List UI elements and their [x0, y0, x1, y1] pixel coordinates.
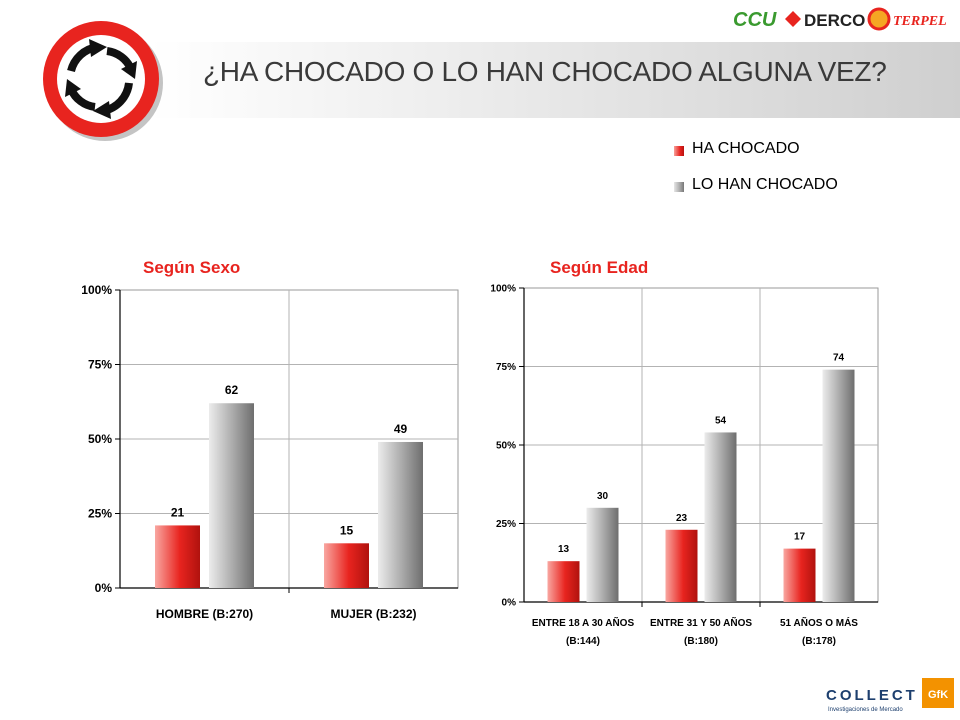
- page-title: ¿HA CHOCADO O LO HAN CHOCADO ALGUNA VEZ?: [203, 56, 887, 87]
- data-label: 23: [676, 513, 688, 524]
- collect-logo: COLLECT Investigaciones de Mercado GfK: [826, 678, 954, 713]
- brand-logos: CCU DERCO TERPEL: [733, 7, 947, 31]
- bar-lo-han-chocado: [209, 403, 254, 588]
- data-label: 21: [171, 505, 185, 519]
- x-tick-label: MUJER (B:232): [330, 607, 416, 621]
- y-tick-label: 75%: [496, 362, 516, 373]
- y-tick-label: 25%: [88, 507, 112, 521]
- collect-logo-text: COLLECT: [826, 687, 918, 704]
- legend-swatch-lo-han-chocado: [674, 182, 684, 192]
- legend-label: HA CHOCADO: [692, 140, 800, 157]
- bar-ha-chocado: [547, 561, 580, 602]
- brand-derco: DERCO: [804, 11, 865, 30]
- y-tick-label: 75%: [88, 358, 112, 372]
- y-tick-label: 100%: [490, 284, 516, 295]
- data-label: 74: [833, 353, 845, 364]
- brand-ccu: CCU: [733, 9, 777, 31]
- bar-lo-han-chocado: [378, 441, 423, 588]
- brand-terpel: TERPEL: [893, 14, 947, 29]
- data-label: 54: [715, 415, 727, 426]
- y-tick-label: 0%: [502, 598, 517, 609]
- data-label: 30: [597, 491, 609, 502]
- chart-title-sexo: Según Sexo: [143, 258, 241, 277]
- bar-lo-han-chocado: [704, 432, 737, 602]
- legend-label: LO HAN CHOCADO: [692, 176, 838, 193]
- terpel-sun-icon: [867, 7, 891, 31]
- collect-logo-subtitle: Investigaciones de Mercado: [828, 707, 903, 713]
- bar-ha-chocado: [155, 525, 200, 588]
- bar-lo-han-chocado: [586, 507, 619, 602]
- bar-ha-chocado: [665, 529, 698, 602]
- data-label: 17: [794, 532, 806, 543]
- roundabout-sign-icon: [43, 21, 163, 141]
- data-label: 13: [558, 544, 570, 555]
- y-tick-label: 50%: [88, 432, 112, 446]
- chart-edad: 0% 25% 50% 75% 100% 13 30 ENTRE 18 A 30 AÑOS (B:…: [490, 284, 879, 647]
- data-label: 49: [394, 422, 408, 436]
- y-tick-label: 25%: [496, 519, 516, 530]
- x-tick-label: 51 AÑOS O MÁS: [780, 616, 858, 629]
- y-tick-label: 0%: [95, 581, 113, 595]
- legend-swatch-ha-chocado: [674, 146, 684, 156]
- header-band: [150, 42, 960, 118]
- chart-title-edad: Según Edad: [550, 258, 649, 277]
- bar-ha-chocado: [324, 543, 369, 588]
- data-label: 15: [340, 523, 354, 537]
- x-tick-label: (B:180): [684, 636, 718, 647]
- chart-sexo: 0% 25% 50% 75% 100% 21 62 HOMBRE (B:270) 15 49 MUJ…: [81, 283, 459, 621]
- x-tick-label: ENTRE 31 Y 50 AÑOS: [650, 616, 752, 629]
- data-label: 62: [225, 383, 239, 397]
- y-tick-label: 50%: [496, 441, 516, 452]
- bar-lo-han-chocado: [822, 369, 855, 602]
- gfk-badge-text: GfK: [928, 689, 948, 701]
- gfk-badge: [922, 678, 954, 708]
- bar-ha-chocado: [783, 548, 816, 602]
- x-tick-label: ENTRE 18 A 30 AÑOS: [532, 616, 635, 629]
- x-tick-label: (B:178): [802, 636, 836, 647]
- y-tick-label: 100%: [81, 283, 112, 297]
- derco-diamond-icon: [785, 11, 801, 27]
- x-tick-label: HOMBRE (B:270): [156, 607, 253, 621]
- x-tick-label: (B:144): [566, 636, 600, 647]
